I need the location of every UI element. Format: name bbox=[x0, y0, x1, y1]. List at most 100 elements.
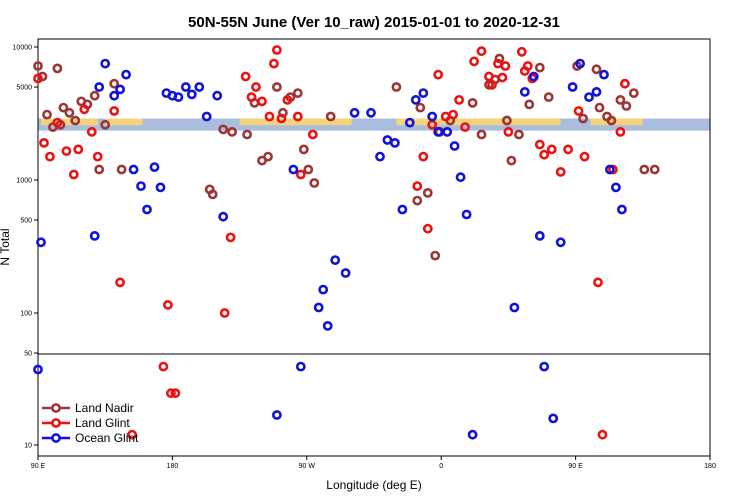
point-land-nadir bbox=[578, 113, 588, 124]
x-tick-label: 90 W bbox=[299, 463, 316, 470]
point-land-nadir bbox=[628, 88, 639, 98]
point-land-glint bbox=[295, 169, 306, 180]
point-land-glint bbox=[412, 181, 423, 191]
point-ocean-glint bbox=[94, 82, 105, 92]
point-land-nadir bbox=[100, 119, 111, 130]
band-highlight bbox=[105, 118, 143, 126]
point-land-glint bbox=[620, 78, 630, 89]
point-ocean-glint bbox=[180, 82, 191, 92]
point-land-glint bbox=[68, 169, 79, 180]
point-ocean-glint bbox=[218, 211, 229, 222]
point-land-glint bbox=[52, 117, 63, 128]
x-tick-label: 180 bbox=[167, 463, 179, 470]
point-land-glint bbox=[503, 126, 514, 137]
point-land-glint bbox=[487, 79, 497, 90]
point-land-nadir bbox=[476, 129, 487, 140]
point-land-glint bbox=[225, 232, 236, 243]
point-ocean-glint bbox=[539, 361, 550, 372]
point-ocean-glint bbox=[136, 181, 146, 191]
point-land-nadir bbox=[534, 62, 545, 73]
point-land-nadir bbox=[325, 111, 336, 122]
y-ticks: 10000 5000 1000 500 100 50 10 bbox=[13, 45, 38, 450]
point-land-glint bbox=[593, 277, 603, 288]
point-ocean-glint bbox=[467, 429, 478, 440]
point-land-glint bbox=[282, 95, 293, 105]
point-ocean-glint bbox=[340, 268, 351, 278]
y-tick-label: 5000 bbox=[16, 85, 32, 92]
point-land-nadir bbox=[543, 92, 554, 102]
point-ocean-glint bbox=[599, 69, 609, 80]
point-land-nadir bbox=[89, 90, 100, 101]
plot-frame bbox=[37, 38, 711, 457]
point-land-glint bbox=[240, 71, 251, 82]
point-ocean-glint bbox=[418, 88, 429, 98]
point-ocean-glint bbox=[322, 320, 333, 331]
point-ocean-glint bbox=[288, 164, 299, 175]
point-land-nadir bbox=[501, 115, 512, 126]
point-ocean-glint bbox=[375, 151, 385, 162]
point-land-nadir bbox=[391, 82, 402, 92]
point-land-glint bbox=[271, 45, 282, 55]
point-ocean-glint bbox=[33, 364, 43, 375]
point-land-nadir bbox=[116, 164, 127, 175]
point-land-nadir bbox=[218, 124, 229, 135]
legend-marker bbox=[51, 433, 61, 443]
point-land-glint bbox=[563, 144, 573, 155]
point-land-glint bbox=[534, 139, 545, 150]
band-highlight bbox=[396, 118, 561, 126]
point-ocean-glint bbox=[509, 302, 520, 313]
point-land-glint bbox=[33, 73, 43, 84]
point-ocean-glint bbox=[404, 117, 415, 128]
point-land-glint bbox=[115, 277, 125, 288]
point-land-nadir bbox=[621, 101, 632, 111]
x-tick-label: 180 bbox=[704, 463, 716, 470]
point-ocean-glint bbox=[410, 95, 421, 105]
point-ocean-glint bbox=[115, 84, 125, 95]
point-land-nadir bbox=[524, 99, 535, 110]
point-land-nadir bbox=[52, 63, 63, 74]
point-land-glint bbox=[268, 58, 279, 69]
point-land-nadir bbox=[430, 250, 441, 261]
y-tick-label: 500 bbox=[20, 218, 32, 225]
point-land-glint bbox=[73, 144, 84, 155]
y-tick-label: 100 bbox=[20, 311, 32, 318]
point-ocean-glint bbox=[567, 82, 578, 92]
point-land-glint bbox=[162, 299, 173, 310]
point-land-nadir bbox=[591, 64, 602, 75]
point-land-glint bbox=[546, 144, 557, 155]
point-ocean-glint bbox=[271, 410, 282, 420]
point-land-glint bbox=[257, 96, 267, 107]
point-land-nadir bbox=[649, 164, 660, 175]
point-land-nadir bbox=[263, 151, 273, 162]
point-ocean-glint bbox=[617, 204, 627, 215]
point-land-glint bbox=[555, 166, 566, 177]
point-ocean-glint bbox=[36, 237, 46, 248]
point-ocean-glint bbox=[173, 92, 184, 102]
point-land-nadir bbox=[412, 195, 423, 206]
point-land-nadir bbox=[70, 115, 81, 126]
point-ocean-glint bbox=[330, 255, 341, 265]
point-land-glint bbox=[422, 223, 433, 234]
point-ocean-glint bbox=[109, 90, 120, 101]
band-layer bbox=[38, 118, 710, 131]
band-highlight bbox=[590, 118, 643, 126]
point-ocean-glint bbox=[142, 204, 152, 215]
point-ocean-glint bbox=[382, 135, 393, 145]
point-land-glint bbox=[45, 151, 55, 162]
point-ocean-glint bbox=[186, 89, 197, 100]
point-land-nadir bbox=[94, 164, 105, 175]
point-land-glint bbox=[573, 106, 584, 116]
point-land-nadir bbox=[639, 164, 650, 175]
point-ocean-glint bbox=[128, 164, 139, 175]
legend-label: Land Nadir bbox=[75, 401, 134, 415]
point-land-glint bbox=[448, 109, 458, 120]
point-land-nadir bbox=[309, 178, 320, 188]
point-ocean-glint bbox=[295, 361, 306, 372]
point-ocean-glint bbox=[149, 162, 160, 172]
point-ocean-glint bbox=[427, 111, 438, 122]
point-ocean-glint bbox=[349, 107, 360, 118]
point-land-nadir bbox=[506, 155, 517, 166]
point-land-glint bbox=[92, 151, 103, 162]
